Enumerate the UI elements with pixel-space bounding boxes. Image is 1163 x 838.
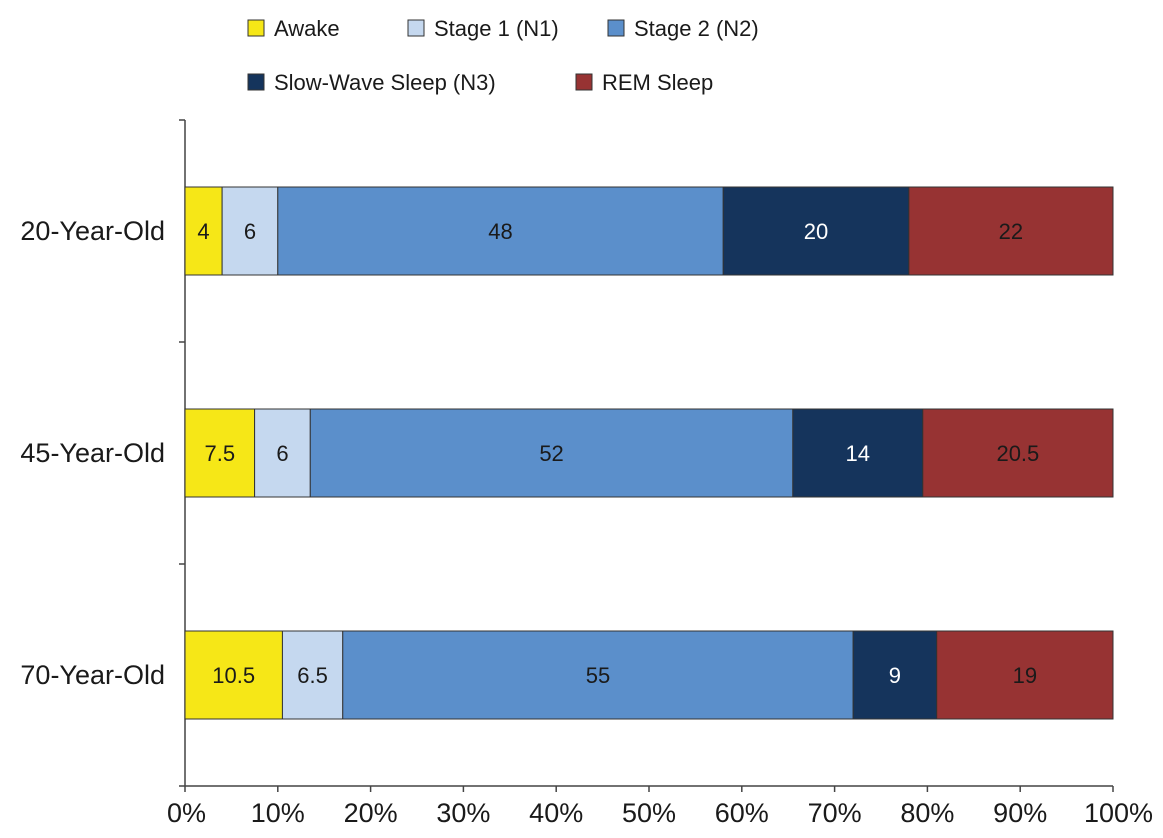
- legend-swatch-awake: [247, 19, 265, 37]
- legend-swatch-stage-2-n2: [607, 19, 625, 37]
- data-labels: 4 6 48 20 22 7.5 6 52 14 20.5 10.5 6.5 55 9 19: [197, 219, 1039, 688]
- data-label-70-year-old-awake: 10.5: [212, 663, 255, 688]
- bar-70-year-old-awake: [184, 630, 283, 720]
- bar-20-year-old-awake: [184, 186, 223, 276]
- x-tick-label: 40%: [529, 798, 583, 828]
- legend-label-awake: Awake: [274, 16, 340, 41]
- y-tick-label-70-year-old: 70-Year-Old: [20, 660, 165, 690]
- data-label-70-year-old-stage-2-n2: 55: [586, 663, 610, 688]
- data-label-20-year-old-stage-1-n1: 6: [244, 219, 256, 244]
- bar-20-year-old-stage-1-n1: [221, 186, 279, 276]
- bars: [184, 186, 1114, 720]
- data-label-45-year-old-stage-2-n2: 52: [539, 441, 563, 466]
- legend-item-stage-2-n2: Stage 2 (N2): [607, 16, 759, 41]
- axes: 0% 10% 20% 30% 40% 50% 60% 70% 80% 90% 100% 20-Year…: [20, 119, 1153, 828]
- data-label-70-year-old-stage-1-n1: 6.5: [297, 663, 328, 688]
- x-tick-label: 50%: [622, 798, 676, 828]
- legend-item-slow-wave-sleep-n3: Slow-Wave Sleep (N3): [247, 70, 496, 95]
- x-tick-label: 80%: [900, 798, 954, 828]
- data-label-70-year-old-slow-wave-sleep-n3: 9: [889, 663, 901, 688]
- legend: Awake Stage 1 (N1) Stage 2 (N2) Slow-Wave S…: [247, 16, 759, 95]
- bar-20-year-old-stage-2-n2: [277, 186, 724, 276]
- x-tick-label: 20%: [344, 798, 398, 828]
- legend-label-rem-sleep: REM Sleep: [602, 70, 713, 95]
- bar-45-year-old-stage-1-n1: [254, 408, 311, 498]
- bar-70-year-old-stage-1-n1: [281, 630, 344, 720]
- data-label-20-year-old-slow-wave-sleep-n3: 20: [804, 219, 828, 244]
- data-label-20-year-old-rem-sleep: 22: [999, 219, 1023, 244]
- bar-70-year-old-slow-wave-sleep-n3: [852, 630, 938, 720]
- legend-label-stage-1-n1: Stage 1 (N1): [434, 16, 559, 41]
- legend-item-awake: Awake: [247, 16, 340, 41]
- legend-swatch-rem-sleep: [575, 73, 593, 91]
- y-tick-label-20-year-old: 20-Year-Old: [20, 216, 165, 246]
- legend-swatch-stage-1-n1: [407, 19, 425, 37]
- bar-45-year-old-rem-sleep: [922, 408, 1114, 498]
- x-tick-label: 70%: [808, 798, 862, 828]
- bar-45-year-old-stage-2-n2: [309, 408, 794, 498]
- bar-20-year-old-slow-wave-sleep-n3: [722, 186, 910, 276]
- x-tick-label: 30%: [436, 798, 490, 828]
- data-label-45-year-old-rem-sleep: 20.5: [996, 441, 1039, 466]
- bar-45-year-old-slow-wave-sleep-n3: [792, 408, 924, 498]
- x-tick-label: 10%: [251, 798, 305, 828]
- data-label-45-year-old-stage-1-n1: 6: [276, 441, 288, 466]
- data-label-20-year-old-awake: 4: [197, 219, 209, 244]
- legend-item-rem-sleep: REM Sleep: [575, 70, 713, 95]
- data-label-45-year-old-awake: 7.5: [205, 441, 236, 466]
- legend-label-stage-2-n2: Stage 2 (N2): [634, 16, 759, 41]
- x-tick-label: 0%: [167, 798, 206, 828]
- x-tick-label: 60%: [715, 798, 769, 828]
- x-tick-label: 90%: [993, 798, 1047, 828]
- bar-20-year-old-rem-sleep: [908, 186, 1114, 276]
- legend-label-slow-wave-sleep-n3: Slow-Wave Sleep (N3): [274, 70, 496, 95]
- data-label-20-year-old-stage-2-n2: 48: [488, 219, 512, 244]
- y-tick-label-45-year-old: 45-Year-Old: [20, 438, 165, 468]
- x-tick-label: 100%: [1084, 798, 1153, 828]
- data-label-45-year-old-slow-wave-sleep-n3: 14: [846, 441, 870, 466]
- legend-swatch-slow-wave-sleep-n3: [247, 73, 265, 91]
- legend-item-stage-1-n1: Stage 1 (N1): [407, 16, 559, 41]
- bar-70-year-old-rem-sleep: [936, 630, 1114, 720]
- bar-70-year-old-stage-2-n2: [342, 630, 854, 720]
- data-label-70-year-old-rem-sleep: 19: [1013, 663, 1037, 688]
